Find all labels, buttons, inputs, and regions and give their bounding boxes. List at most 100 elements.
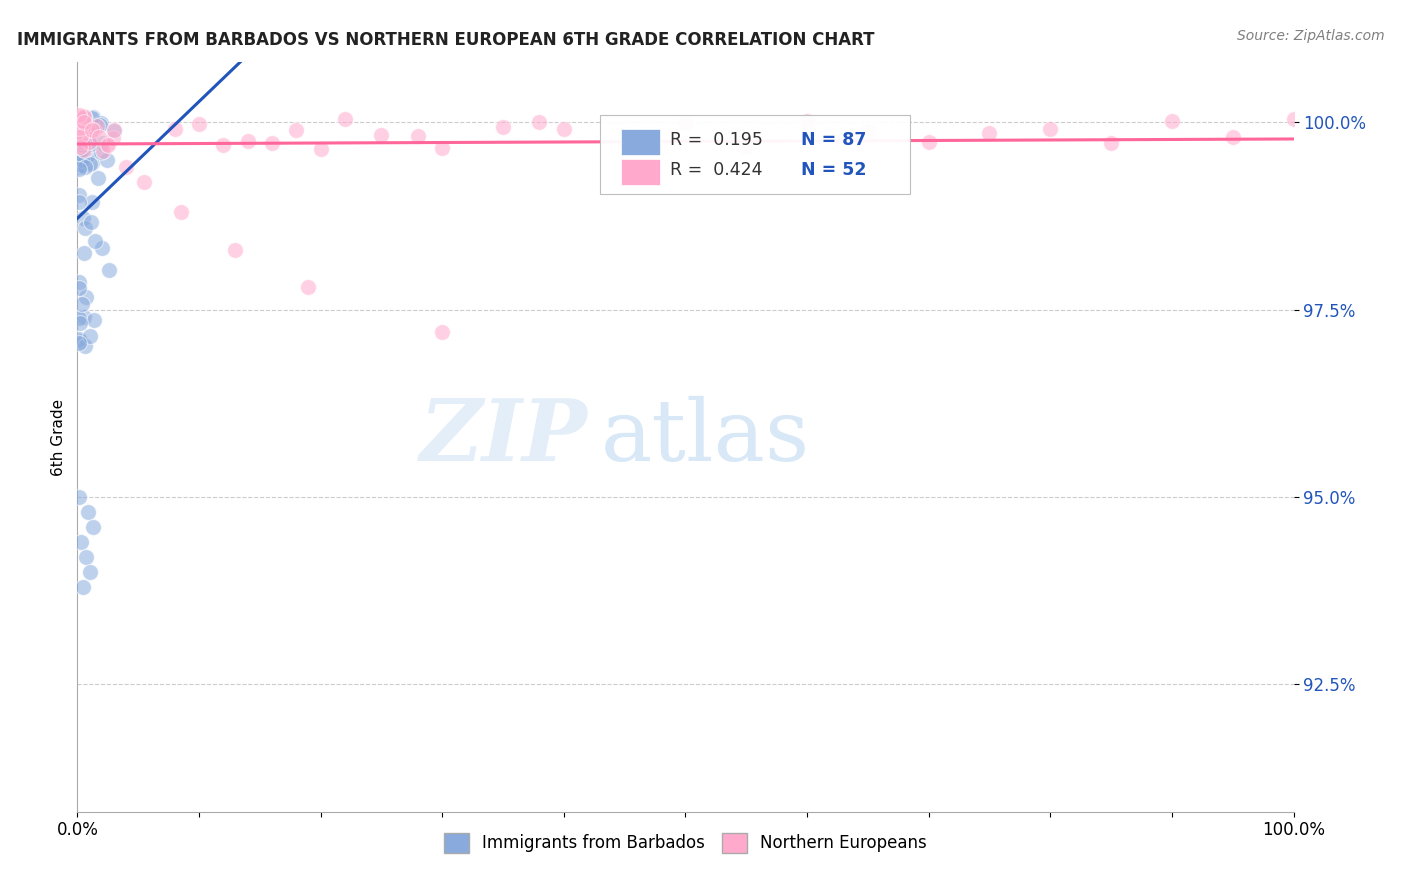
Point	[67, 161, 90, 176]
Point	[309, 142, 332, 156]
Point	[553, 121, 575, 136]
Point	[80, 155, 103, 169]
Point	[67, 121, 90, 136]
Point	[735, 140, 758, 154]
Point	[918, 135, 941, 149]
Point	[73, 110, 96, 124]
Point	[70, 153, 93, 167]
Point	[430, 141, 453, 155]
Point	[224, 243, 246, 257]
Point	[115, 161, 138, 175]
Point	[70, 119, 93, 133]
Point	[406, 128, 429, 143]
Point	[1282, 112, 1305, 126]
Point	[67, 280, 90, 294]
Point	[70, 127, 93, 141]
Point	[67, 157, 90, 171]
Point	[70, 135, 93, 149]
Point	[69, 145, 91, 160]
Point	[796, 114, 818, 128]
Point	[1222, 129, 1244, 144]
Point	[80, 136, 103, 151]
Point	[80, 123, 103, 137]
Point	[69, 140, 91, 154]
Point	[236, 134, 259, 148]
Point	[69, 129, 91, 144]
Text: N = 87: N = 87	[801, 130, 866, 149]
Point	[73, 114, 96, 128]
Text: atlas: atlas	[600, 395, 810, 479]
Point	[73, 129, 96, 144]
Point	[67, 194, 90, 209]
Point	[72, 117, 94, 131]
Point	[103, 123, 125, 137]
Point	[97, 263, 120, 277]
Point	[101, 131, 124, 145]
Point	[70, 535, 93, 549]
Point	[73, 245, 96, 260]
Point	[188, 117, 211, 131]
Point	[82, 194, 104, 209]
Point	[76, 122, 98, 136]
Point	[90, 241, 112, 255]
Point	[492, 120, 515, 134]
Point	[69, 144, 91, 158]
Point	[69, 334, 91, 348]
Point	[1039, 121, 1062, 136]
Point	[75, 220, 97, 235]
Point	[67, 120, 90, 135]
Point	[69, 316, 91, 330]
Point	[79, 157, 101, 171]
Bar	[621, 129, 659, 154]
Point	[75, 135, 97, 149]
Point	[72, 144, 94, 158]
Bar	[621, 159, 659, 185]
FancyBboxPatch shape	[600, 115, 911, 194]
Point	[93, 136, 115, 150]
Point	[69, 110, 91, 124]
Point	[69, 332, 91, 346]
Point	[67, 275, 90, 289]
Point	[97, 137, 120, 152]
Point	[75, 118, 97, 132]
Point	[72, 122, 94, 136]
Point	[79, 133, 101, 147]
Point	[67, 152, 90, 166]
Point	[67, 111, 90, 125]
Point	[856, 123, 879, 137]
Point	[69, 133, 91, 147]
Point	[84, 234, 107, 248]
Point	[69, 153, 91, 168]
Point	[430, 325, 453, 339]
Point	[72, 136, 94, 150]
Point	[91, 144, 114, 158]
Point	[103, 124, 125, 138]
Point	[370, 128, 392, 142]
Point	[1099, 136, 1122, 150]
Point	[73, 310, 96, 324]
Point	[82, 110, 104, 124]
Point	[73, 138, 96, 153]
Point	[72, 138, 94, 153]
Point	[67, 108, 90, 122]
Point	[70, 120, 93, 134]
Point	[77, 135, 100, 149]
Point	[73, 109, 96, 123]
Point	[73, 110, 96, 124]
Point	[72, 113, 94, 128]
Point	[67, 490, 90, 504]
Point	[72, 120, 94, 135]
Point	[72, 211, 94, 225]
Point	[90, 145, 112, 159]
Text: R =  0.195: R = 0.195	[669, 130, 762, 149]
Point	[70, 111, 93, 125]
Point	[76, 120, 98, 135]
Point	[96, 136, 118, 151]
Point	[67, 188, 90, 202]
Point	[67, 161, 90, 175]
Point	[73, 124, 96, 138]
Point	[67, 137, 90, 152]
Point	[80, 215, 103, 229]
Point	[84, 119, 107, 133]
Point	[72, 123, 94, 137]
